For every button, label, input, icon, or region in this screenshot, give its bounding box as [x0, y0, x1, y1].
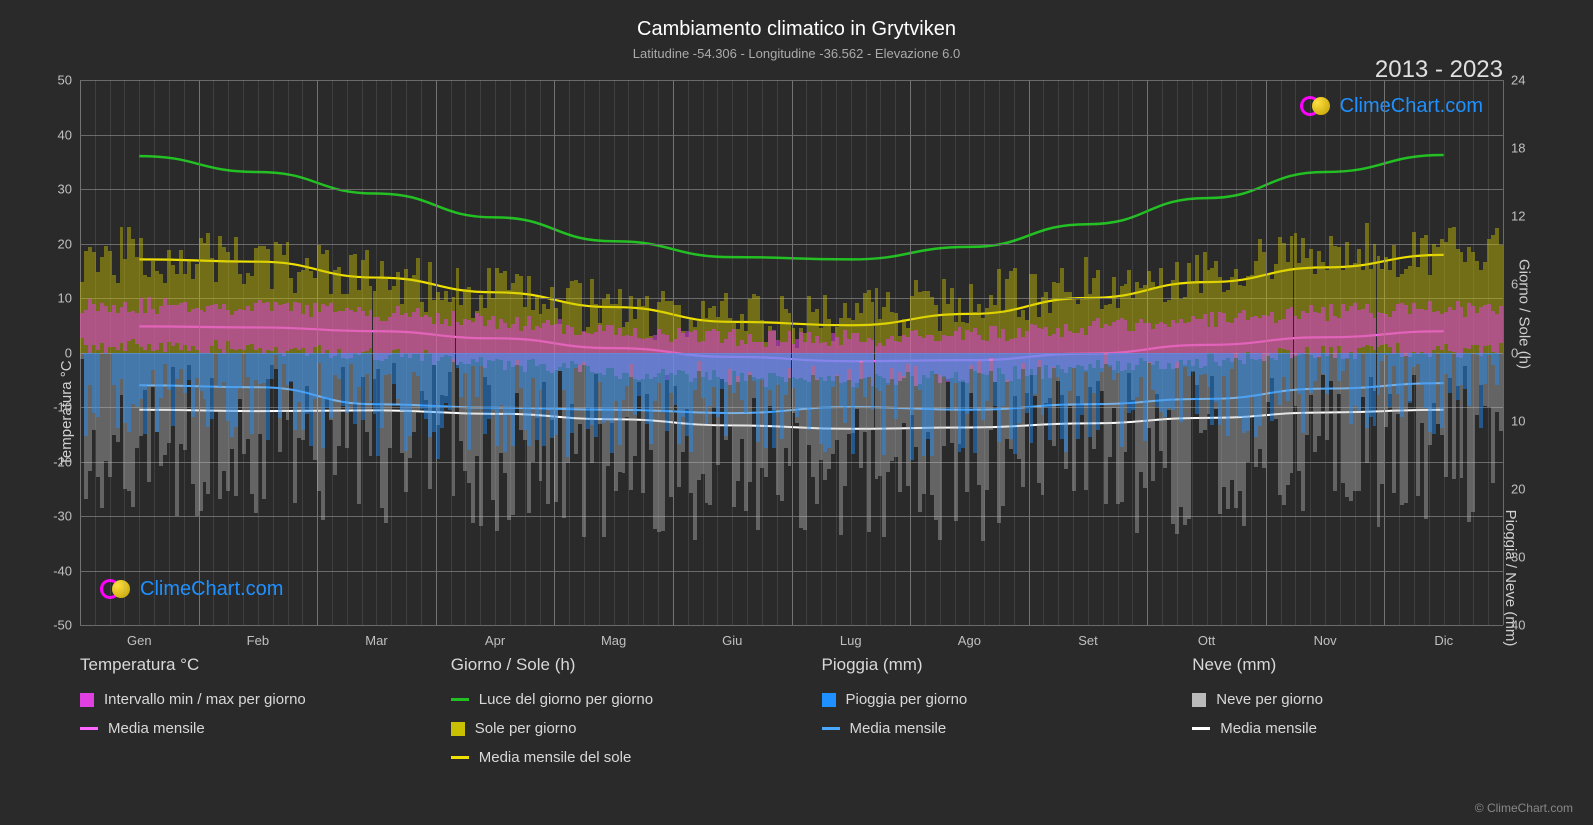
y-tick-right-bottom: 40 — [1511, 618, 1525, 633]
climate-chart: Cambiamento climatico in Grytviken Latit… — [0, 0, 1593, 825]
chart-title: Cambiamento climatico in Grytviken — [637, 18, 956, 41]
legend-col: Pioggia (mm) Pioggia per giorno Media mens… — [822, 655, 1133, 815]
legend: Temperatura °C Intervallo min / max per g… — [80, 655, 1503, 815]
logo-text: ClimeChart.com — [1340, 95, 1483, 118]
climechart-icon — [1300, 90, 1332, 122]
legend-label: Media mensile — [1220, 720, 1317, 737]
x-tick: Ago — [958, 633, 981, 648]
legend-header: Temperatura °C — [80, 655, 391, 675]
snow-bar — [452, 353, 456, 496]
legend-col: Neve (mm) Neve per giorno Media mensile — [1192, 655, 1503, 815]
x-tick: Mag — [601, 633, 626, 648]
legend-item: Media mensile — [822, 720, 1133, 737]
legend-label: Neve per giorno — [1216, 691, 1323, 708]
logo-text: ClimeChart.com — [140, 578, 283, 601]
legend-item: Intervallo min / max per giorno — [80, 691, 391, 708]
x-tick: Gen — [127, 633, 152, 648]
x-tick: Giu — [722, 633, 742, 648]
y-tick-left: 40 — [58, 127, 72, 142]
x-tick: Set — [1078, 633, 1098, 648]
legend-swatch — [822, 727, 840, 730]
climechart-icon — [100, 573, 132, 605]
legend-col: Giorno / Sole (h) Luce del giorno per gio… — [451, 655, 762, 815]
y-tick-left: -30 — [53, 509, 72, 524]
legend-swatch — [1192, 693, 1206, 707]
legend-label: Sole per giorno — [475, 720, 577, 737]
y-tick-left: -50 — [53, 618, 72, 633]
legend-item: Pioggia per giorno — [822, 691, 1133, 708]
y-tick-right-bottom: 10 — [1511, 413, 1525, 428]
y-tick-right-bottom: 20 — [1511, 481, 1525, 496]
y-tick-left: 50 — [58, 73, 72, 88]
y-tick-right-top: 18 — [1511, 141, 1525, 156]
y-tick-left: -20 — [53, 454, 72, 469]
temp-range-bar — [1499, 306, 1503, 343]
legend-swatch — [1192, 727, 1210, 730]
y-tick-right-top: 12 — [1511, 209, 1525, 224]
gridline-v — [1503, 80, 1504, 625]
legend-item: Media mensile — [1192, 720, 1503, 737]
chart-subtitle: Latitudine -54.306 - Longitudine -36.562… — [633, 46, 960, 61]
legend-item: Media mensile del sole — [451, 749, 762, 766]
y-tick-left: 30 — [58, 182, 72, 197]
y-tick-left: -10 — [53, 400, 72, 415]
legend-label: Pioggia per giorno — [846, 691, 968, 708]
legend-swatch — [822, 693, 836, 707]
legend-swatch — [80, 693, 94, 707]
gridline-h — [80, 625, 1503, 626]
snow-bar — [1187, 353, 1191, 520]
y-tick-left: 10 — [58, 291, 72, 306]
y-tick-left: 0 — [65, 345, 72, 360]
legend-item: Media mensile — [80, 720, 391, 737]
legend-label: Intervallo min / max per giorno — [104, 691, 306, 708]
legend-swatch — [451, 698, 469, 701]
watermark-logo-top: ClimeChart.com — [1300, 90, 1483, 122]
legend-header: Pioggia (mm) — [822, 655, 1133, 675]
watermark-logo-bottom: ClimeChart.com — [100, 573, 283, 605]
y-tick-left: 20 — [58, 236, 72, 251]
legend-label: Media mensile — [108, 720, 205, 737]
y-tick-right-top: 0 — [1511, 345, 1518, 360]
legend-swatch — [451, 756, 469, 759]
y-tick-left: -40 — [53, 563, 72, 578]
legend-label: Media mensile del sole — [479, 749, 632, 766]
x-tick: Dic — [1434, 633, 1453, 648]
snow-bar — [1499, 353, 1503, 431]
x-tick: Nov — [1314, 633, 1337, 648]
y-tick-right-bottom: 30 — [1511, 549, 1525, 564]
y-tick-right-top: 24 — [1511, 73, 1525, 88]
plot-area: ClimeChart.com ClimeChart.com 5040302010… — [80, 80, 1503, 625]
legend-header: Neve (mm) — [1192, 655, 1503, 675]
x-tick: Ott — [1198, 633, 1215, 648]
legend-label: Luce del giorno per giorno — [479, 691, 653, 708]
legend-item: Neve per giorno — [1192, 691, 1503, 708]
legend-header: Giorno / Sole (h) — [451, 655, 762, 675]
x-tick: Apr — [485, 633, 505, 648]
legend-col: Temperatura °C Intervallo min / max per g… — [80, 655, 391, 815]
x-tick: Mar — [365, 633, 387, 648]
legend-item: Sole per giorno — [451, 720, 762, 737]
x-tick: Feb — [247, 633, 269, 648]
y-tick-right-top: 6 — [1511, 277, 1518, 292]
copyright: © ClimeChart.com — [1475, 801, 1573, 815]
legend-swatch — [451, 722, 465, 736]
x-tick: Lug — [840, 633, 862, 648]
legend-item: Luce del giorno per giorno — [451, 691, 762, 708]
legend-label: Media mensile — [850, 720, 947, 737]
legend-swatch — [80, 727, 98, 730]
